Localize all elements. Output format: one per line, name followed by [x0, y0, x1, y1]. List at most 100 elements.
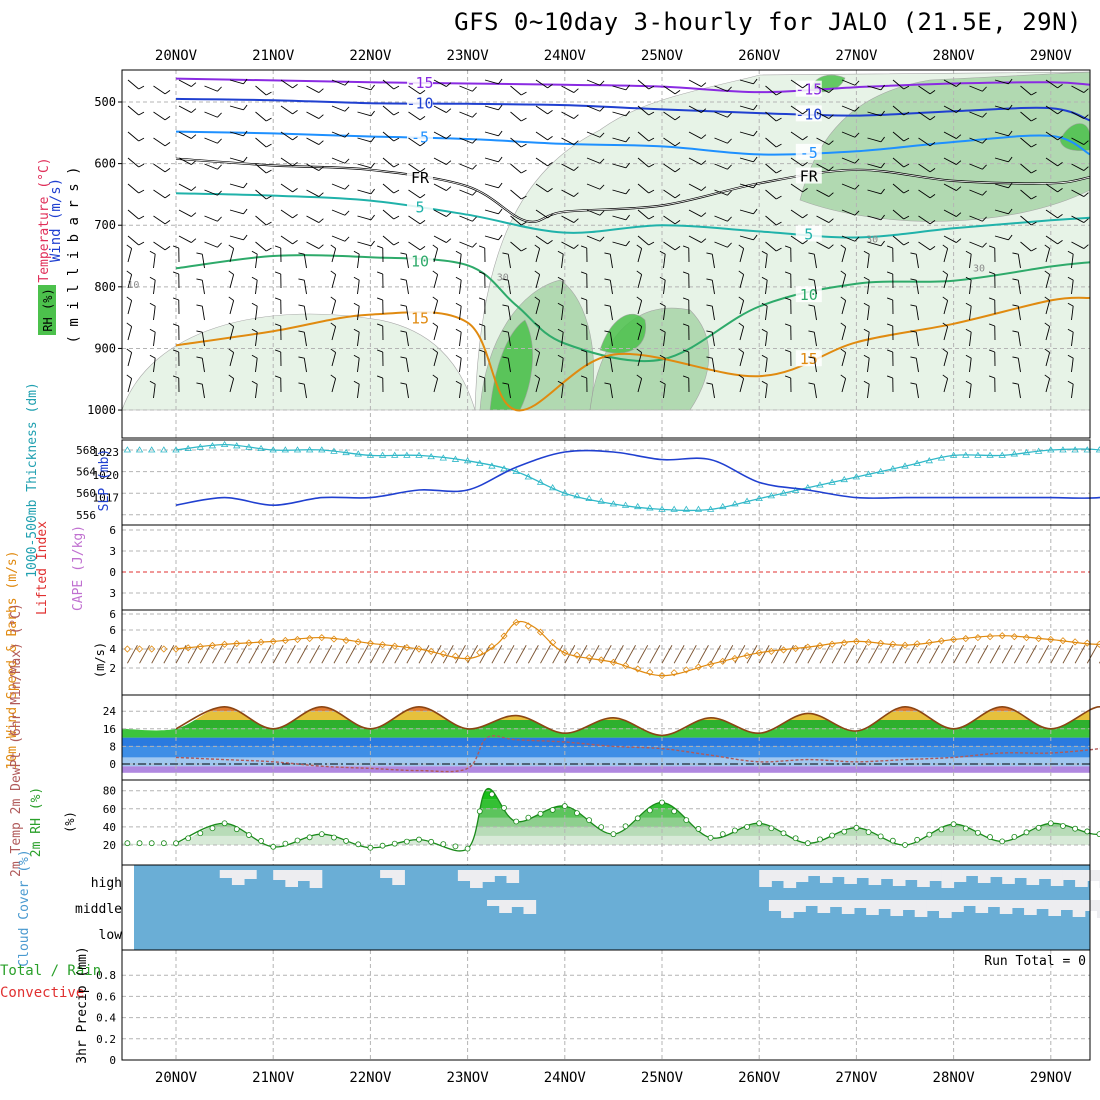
- wind-barb-flag: [251, 276, 258, 281]
- wind-barb-flag: [318, 140, 324, 145]
- wind-barb: [204, 163, 218, 170]
- wind-speed-marker: [816, 642, 824, 650]
- cloud-gap: [890, 900, 904, 916]
- wind-barb-flag: [478, 375, 485, 379]
- cloud-gap: [1024, 900, 1037, 915]
- wind-barb-flag: [761, 354, 768, 359]
- rh-marker: [695, 826, 702, 832]
- wind-barb: [765, 384, 768, 399]
- wind-barb-flag: [625, 214, 630, 221]
- contour-label: 15: [800, 350, 818, 368]
- wind-speed-marker: [1047, 635, 1055, 644]
- rh-marker: [962, 825, 969, 832]
- wind-barb: [969, 254, 972, 269]
- wind-barb: [153, 85, 166, 95]
- wind-barb-flag: [573, 88, 579, 93]
- wind-barb-flag: [727, 138, 732, 144]
- wind-barb-flag: [674, 194, 681, 199]
- wind10m-barb: [491, 645, 503, 664]
- wind-barb-flag: [886, 297, 893, 301]
- wind-barb: [382, 131, 395, 142]
- wind-barb-flag: [988, 323, 995, 327]
- wind-barb-flag: [903, 189, 910, 194]
- wind-barb-flag: [738, 322, 744, 327]
- wind-barb-flag: [149, 328, 156, 333]
- precip-tick-label: 0.4: [96, 1012, 116, 1025]
- rh-marker: [938, 826, 945, 833]
- wind-barb-flag: [1008, 78, 1013, 85]
- wind-barb-flag: [472, 216, 477, 222]
- cloud-gap: [856, 870, 870, 878]
- wind-barb: [765, 254, 768, 269]
- wind-barb: [507, 254, 511, 269]
- wind10m-barb: [576, 645, 588, 664]
- wind-barb: [331, 79, 346, 86]
- wind-barb: [357, 384, 360, 399]
- wind-barb: [303, 280, 307, 295]
- wind-barb: [331, 248, 337, 263]
- wind-barb-flag: [776, 91, 782, 96]
- wind-barb-flag: [880, 162, 885, 169]
- wind-barb: [994, 235, 1009, 241]
- wind-barb: [816, 241, 830, 249]
- wind-barb-flag: [738, 244, 744, 249]
- wind-barb: [813, 254, 817, 269]
- wind-barb-flag: [674, 168, 681, 173]
- wind-barb-flag: [164, 142, 171, 147]
- wind-barb-flag: [292, 136, 298, 141]
- wind-barb-flag: [659, 354, 666, 359]
- wind-barb: [663, 332, 666, 347]
- wind-barb-flag: [149, 302, 156, 307]
- thickness-marker: [476, 459, 484, 466]
- wind-barb-flag: [502, 330, 509, 333]
- wind-barb-flag: [1031, 247, 1037, 252]
- wind-barb-flag: [776, 221, 782, 226]
- wind-barb: [714, 85, 728, 92]
- wind-barb: [127, 157, 140, 168]
- wind-barb-flag: [988, 271, 995, 275]
- rh-marker: [160, 840, 167, 847]
- wind-barb: [867, 85, 882, 91]
- wind-barb: [892, 209, 905, 220]
- contour-label-bg: [407, 169, 433, 186]
- cloud-gap: [1062, 870, 1076, 880]
- wind-barb-flag: [982, 86, 987, 92]
- rh-band: [122, 835, 1090, 845]
- thickness-marker: [1034, 447, 1043, 454]
- wind10m-barb: [199, 645, 211, 664]
- cloud-gap: [878, 900, 891, 909]
- wind-barb-flag: [172, 323, 179, 327]
- wind10m-barb: [819, 645, 831, 664]
- wind-tick-label: 2: [109, 662, 116, 675]
- wind-barb-flag: [1067, 380, 1074, 385]
- wind-barb: [765, 358, 768, 373]
- wind-barb: [943, 209, 957, 217]
- wind-barb-flag: [982, 138, 987, 144]
- wind-barb: [280, 183, 293, 193]
- wind-barb: [739, 378, 745, 393]
- wind-barb-flag: [648, 215, 655, 220]
- wind-barb: [915, 306, 919, 321]
- wind-barb-flag: [854, 210, 860, 216]
- wind-barb: [1017, 280, 1021, 295]
- cloud-gap: [1075, 870, 1088, 887]
- rh-marker: [671, 808, 678, 815]
- wind-barb-flag: [784, 297, 791, 301]
- wind-speed-marker: [597, 656, 605, 664]
- wind-barb-flag: [942, 244, 948, 249]
- wind-barb-flag: [942, 270, 948, 275]
- wind-barb-flag: [802, 214, 808, 219]
- cloud-gap: [297, 870, 311, 881]
- wind-barb: [969, 189, 983, 196]
- wind10m-barb: [868, 645, 879, 664]
- thickness-marker: [1071, 446, 1079, 453]
- wind-speed-marker: [743, 652, 751, 660]
- wind-speed-marker: [609, 658, 617, 666]
- wind-barb-flag: [761, 380, 768, 385]
- x-axis-date-top: 28NOV: [933, 48, 976, 64]
- wind-speed-marker: [208, 641, 217, 650]
- wind-barb: [561, 384, 564, 399]
- wind-barb-flag: [636, 322, 642, 327]
- run-total-label: Run Total = 0: [984, 954, 1086, 969]
- thickness-marker: [719, 502, 727, 510]
